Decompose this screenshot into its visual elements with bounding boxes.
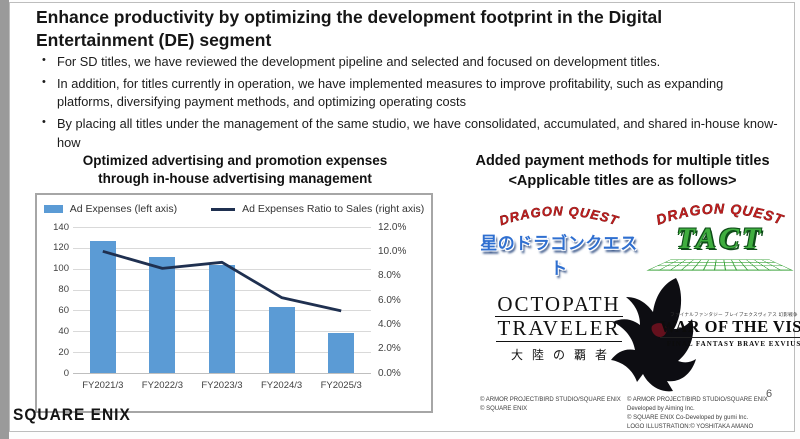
legend-item-line: Ad Expenses Ratio to Sales (right axis) (211, 203, 424, 215)
x-axis-label-FY2024/3: FY2024/3 (260, 380, 303, 391)
left-axis-label-20: 20 (58, 346, 69, 358)
left-axis-label-60: 60 (58, 304, 69, 316)
wotv-title: WAR OF THE VISIONS (660, 317, 800, 339)
bar-FY2021/3 (89, 240, 116, 373)
dragon-quest-banner-icon: DRAGON QUEST (497, 203, 620, 228)
page-number: 6 (766, 388, 773, 400)
octopath-subtitle: 大陸の覇者 (510, 348, 616, 363)
left-axis-label-120: 120 (53, 242, 69, 254)
copyright-column-1: © ARMOR PROJECT/BIRD STUDIO/SQUARE ENIX ©… (480, 396, 625, 414)
tact-grid-decoration (646, 259, 794, 271)
bar-FY2024/3 (268, 307, 295, 373)
right-header-line2: <Applicable titles are as follows> (508, 172, 737, 189)
right-section-header: Added payment methods for multiple title… (450, 152, 795, 191)
bullet-item: For SD titles, we have reviewed the deve… (38, 53, 778, 71)
left-axis-label-80: 80 (58, 284, 69, 296)
bullet-list: For SD titles, we have reviewed the deve… (38, 53, 778, 156)
x-axis-label-FY2022/3: FY2022/3 (141, 380, 183, 391)
octopath-title-line2: TRAVELER (495, 316, 623, 343)
legend-item-bar: Ad Expenses (left axis) (43, 203, 178, 215)
copyright-column-2: © ARMOR PROJECT/BIRD STUDIO/SQUARE ENIX D… (627, 396, 772, 432)
gridline-0 (73, 373, 371, 374)
bar-FY2025/3 (328, 333, 355, 373)
square-enix-logo: SQUARE ENIX (13, 406, 131, 425)
dq-stars-title: 星のドラゴンクエスト (480, 234, 638, 278)
wotv-subtitle-top: ファイナルファンタジー ブレイブエクスヴィアス 幻影戦争 (670, 312, 798, 317)
copyright-line: © SQUARE ENIX Co-Developed by gumi Inc. (627, 415, 749, 421)
copyright-line: © ARMOR PROJECT/BIRD STUDIO/SQUARE ENIX (627, 397, 768, 403)
logo-octopath-traveler: OCTOPATH TRAVELER 大陸の覇者 (478, 293, 640, 363)
chart-title-line2: through in-house advertising management (98, 170, 372, 186)
bar-swatch-icon (43, 205, 63, 213)
left-axis-label-100: 100 (53, 263, 69, 275)
logo-dragon-quest-tact: DRAGON QUEST TACT (642, 196, 798, 272)
line-swatch-icon (211, 207, 236, 211)
legend-label: Ad Expenses Ratio to Sales (right axis) (242, 203, 425, 215)
x-axis-label-FY2023/3: FY2023/3 (201, 380, 243, 391)
right-axis-label-2: 2.0% (378, 343, 401, 355)
gridline-120 (73, 247, 371, 249)
bullet-item: By placing all titles under the manageme… (38, 115, 778, 151)
ratio-line-series (102, 249, 342, 313)
dragon-quest-banner-icon: DRAGON QUEST (654, 200, 786, 228)
copyright-line: © ARMOR PROJECT/BIRD STUDIO/SQUARE ENIX (480, 397, 621, 403)
copyright-line: © SQUARE ENIX (480, 406, 528, 412)
legend-label: Ad Expenses (left axis) (69, 203, 178, 215)
right-axis-label-8: 8.0% (378, 270, 401, 282)
right-axis-label-0: 0.0% (378, 367, 401, 379)
octopath-title-line1: OCTOPATH (495, 292, 623, 318)
bar-FY2023/3 (209, 264, 235, 373)
logo-dragon-quest-stars: DRAGON QUEST 星のドラゴンクエスト (476, 199, 642, 279)
copyright-line: Developed by Aiming Inc. (627, 406, 695, 412)
x-axis-label-FY2025/3: FY2025/3 (320, 380, 362, 391)
screen-edge-strip (0, 0, 9, 439)
combo-chart: Ad Expenses (left axis) Ad Expenses Ratio… (35, 193, 433, 413)
left-axis-label-140: 140 (53, 221, 69, 233)
left-axis-label-0: 0 (63, 367, 69, 379)
right-axis-label-10: 10.0% (378, 245, 407, 257)
right-header-line1: Added payment methods for multiple title… (475, 153, 770, 169)
x-axis-label-FY2021/3: FY2021/3 (82, 380, 124, 391)
page-title: Enhance productivity by optimizing the d… (36, 7, 663, 50)
chart-legend: Ad Expenses (left axis) Ad Expenses Ratio… (37, 203, 431, 215)
wotv-subtitle-bottom: FINAL FANTASY BRAVE EXVIUS (666, 340, 800, 349)
chart-title: Optimized advertising and promotion expe… (35, 152, 435, 187)
right-axis-label-6: 6.0% (378, 294, 401, 306)
right-axis-label-12: 12.0% (378, 221, 407, 233)
bullet-item: In addition, for titles currently in ope… (38, 75, 778, 111)
wotv-bird-icon (611, 278, 696, 392)
chart-title-line1: Optimized advertising and promotion expe… (82, 153, 388, 168)
dq-tact-title: TACT (676, 222, 764, 255)
logo-war-of-the-visions: ファイナルファンタジー ブレイブエクスヴィアス 幻影戦争 WAR OF THE … (611, 274, 800, 394)
svg-text:DRAGON QUEST: DRAGON QUEST (497, 203, 620, 228)
copyright-line: LOGO ILLUSTRATION:© YOSHITAKA AMANO (627, 424, 754, 430)
bar-FY2022/3 (149, 257, 176, 373)
right-axis-label-4: 4.0% (378, 318, 401, 330)
gridline-140 (73, 227, 371, 228)
left-axis-label-40: 40 (58, 325, 69, 337)
